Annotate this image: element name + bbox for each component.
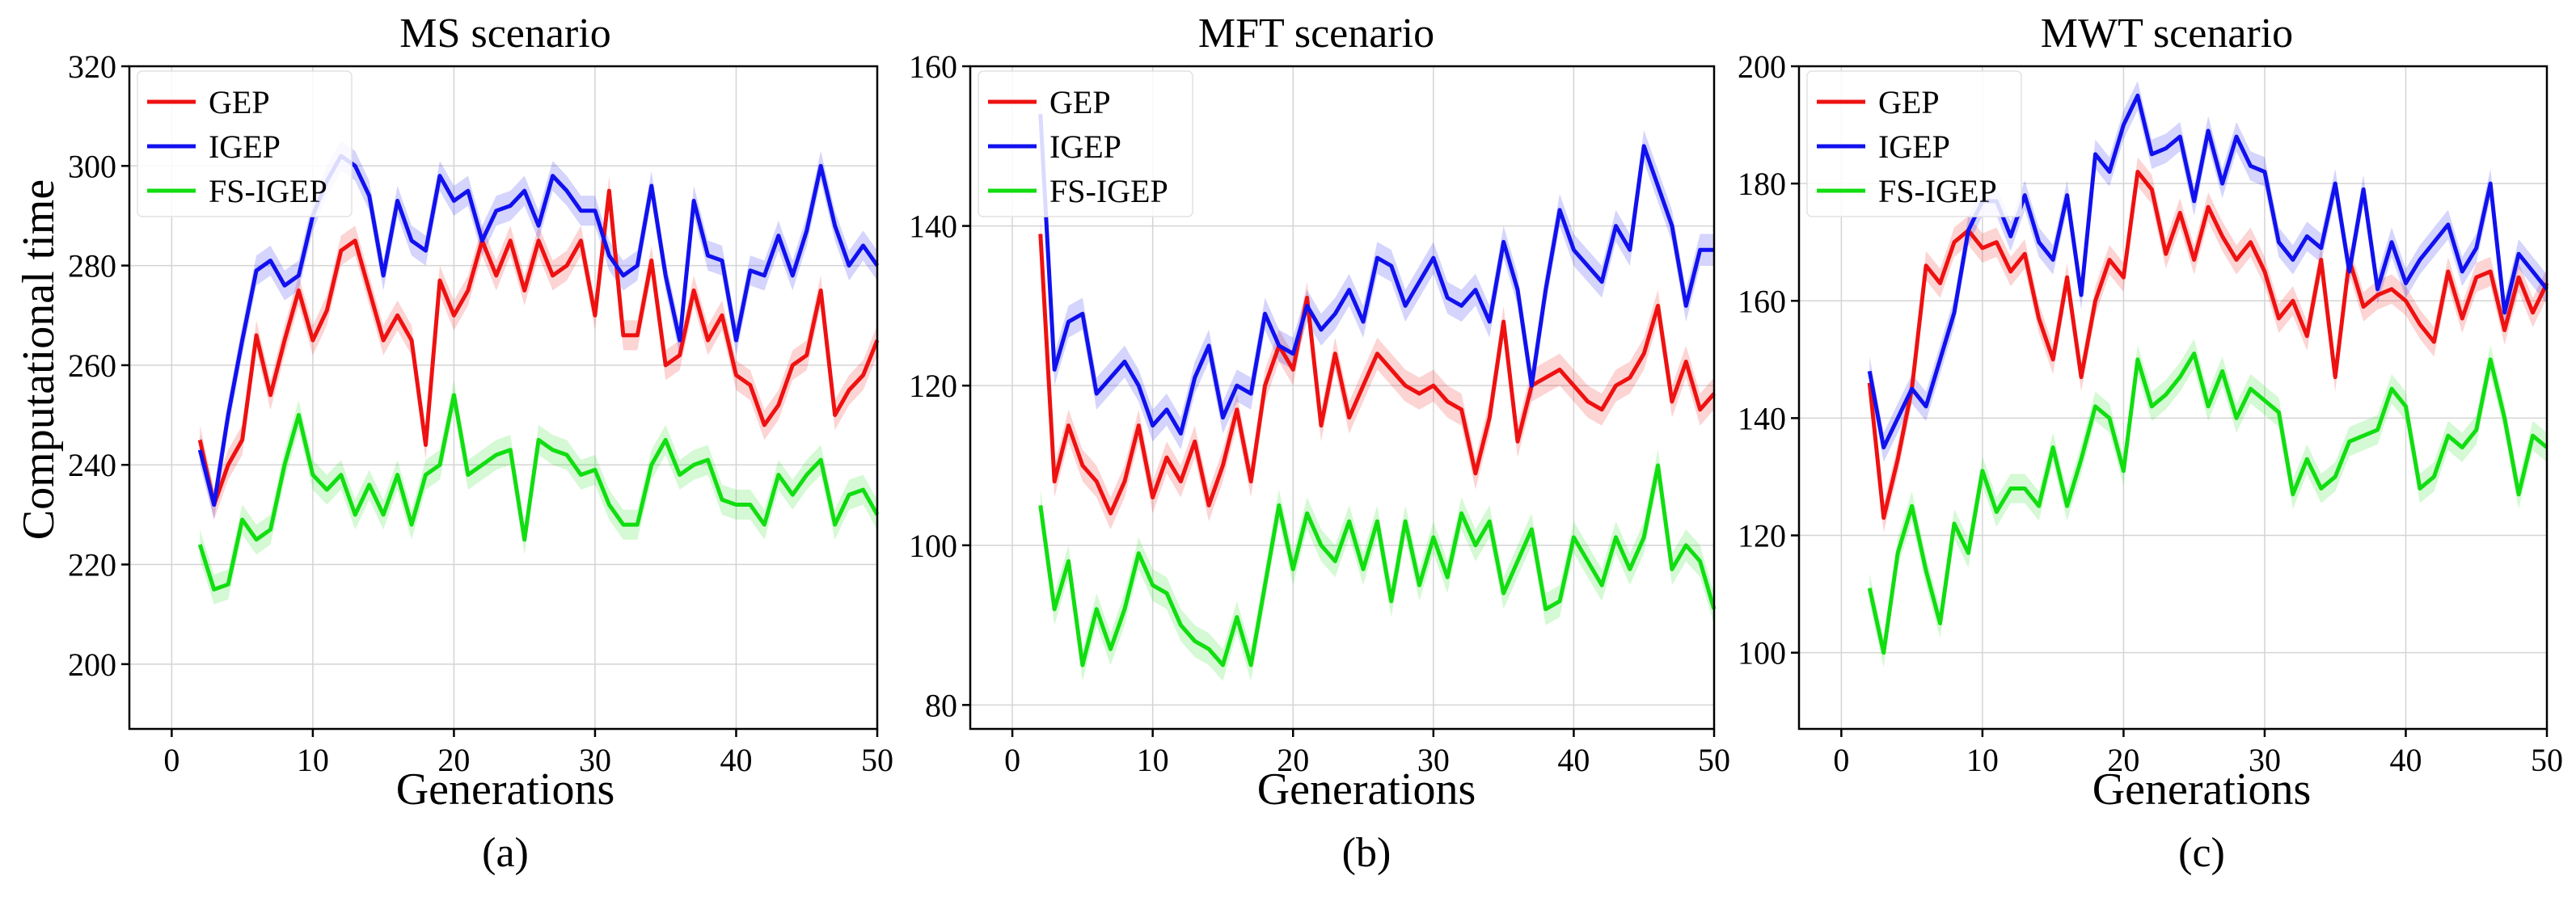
series-band-igep xyxy=(1040,98,1714,450)
chart-title: MWT scenario xyxy=(2041,11,2293,57)
x-axis-label: Generations xyxy=(396,764,615,815)
x-tick-label: 10 xyxy=(1137,742,1169,778)
series-line-gep xyxy=(197,188,880,507)
x-axis-label: Generations xyxy=(1257,764,1476,815)
series-line-gep xyxy=(1867,170,2549,520)
legend-label-igep: IGEP xyxy=(1878,128,1950,165)
y-tick-label: 100 xyxy=(1738,635,1786,672)
x-tick-label: 40 xyxy=(720,742,752,778)
panel-caption: (c) xyxy=(2178,830,2225,876)
series-line-fs-igep xyxy=(1038,463,1717,667)
legend-box xyxy=(137,70,353,217)
legend-label-igep: IGEP xyxy=(209,128,281,165)
x-tick-label: 10 xyxy=(297,742,329,778)
chart-title: MS scenario xyxy=(399,11,610,57)
panel-caption: (b) xyxy=(1342,830,1391,876)
series-line-fs-igep xyxy=(1867,352,2549,655)
chart-title: MFT scenario xyxy=(1198,11,1434,57)
legend-label-fs-igep: FS-IGEP xyxy=(209,173,327,209)
y-tick-label: 160 xyxy=(909,48,957,85)
x-tick-label: 10 xyxy=(1966,742,1999,778)
y-tick-label: 260 xyxy=(68,347,116,384)
y-tick-label: 200 xyxy=(1738,48,1786,85)
x-tick-label: 40 xyxy=(2389,742,2422,778)
series-band-fs-igep xyxy=(1040,449,1714,681)
panel-caption: (a) xyxy=(482,830,529,876)
y-tick-label: 160 xyxy=(1738,283,1786,319)
y-tick-label: 300 xyxy=(68,148,116,184)
x-tick-label: 0 xyxy=(163,742,179,778)
x-tick-label: 50 xyxy=(1698,742,1730,778)
series-band-fs-igep xyxy=(1869,339,2547,667)
x-tick-label: 20 xyxy=(437,742,470,778)
x-tick-label: 50 xyxy=(861,742,893,778)
plot-frame xyxy=(128,65,879,731)
plot-frame xyxy=(969,65,1716,731)
series-line-gep xyxy=(1038,234,1716,516)
series-band-igep xyxy=(200,141,877,520)
y-tick-label: 140 xyxy=(1738,400,1786,436)
x-tick-label: 30 xyxy=(1417,742,1450,778)
series-band-gep xyxy=(1040,217,1714,530)
legend-box xyxy=(1806,70,2022,217)
x-tick-label: 0 xyxy=(1833,742,1849,778)
legend-label-gep: GEP xyxy=(1878,84,1940,120)
y-tick-label: 220 xyxy=(68,547,116,583)
legend: GEP IGEP FS-IGEP xyxy=(137,70,353,217)
legend-label-gep: GEP xyxy=(1049,84,1111,120)
chart-panel-ms: MS scenario Generations (a) 0 10 20 30 40 50 2… xyxy=(68,11,893,876)
y-tick-label: 320 xyxy=(68,48,116,85)
series-band-fs-igep xyxy=(200,380,877,604)
y-tick-label: 120 xyxy=(1738,518,1786,554)
y-tick-label: 100 xyxy=(909,528,957,564)
plot-frame xyxy=(1797,65,2549,731)
x-tick-label: 30 xyxy=(579,742,611,778)
x-tick-label: 0 xyxy=(1004,742,1020,778)
legend: GEP IGEP FS-IGEP xyxy=(978,70,1193,217)
legend: GEP IGEP FS-IGEP xyxy=(1806,70,2022,217)
x-tick-label: 40 xyxy=(1557,742,1590,778)
legend-label-igep: IGEP xyxy=(1049,128,1121,165)
y-axis-label: Computational time xyxy=(14,179,64,540)
series-line-fs-igep xyxy=(197,393,880,592)
chart-panel-mft: MFT scenario Generations (b) 0 10 20 30 40 50… xyxy=(909,11,1730,876)
y-tick-label: 180 xyxy=(1738,166,1786,202)
y-tick-label: 80 xyxy=(925,687,957,723)
series-line-igep xyxy=(1038,114,1714,436)
x-axis-label: Generations xyxy=(2092,764,2312,815)
chart-panel-mwt: MWT scenario Generations (c) 0 10 20 30 40 50… xyxy=(1738,11,2563,876)
legend-label-fs-igep: FS-IGEP xyxy=(1049,173,1168,209)
legend-label-gep: GEP xyxy=(209,84,270,120)
legend-label-fs-igep: FS-IGEP xyxy=(1878,173,1997,209)
x-tick-label: 30 xyxy=(2249,742,2281,778)
y-tick-label: 140 xyxy=(909,208,957,245)
legend-box xyxy=(978,70,1193,217)
x-tick-label: 20 xyxy=(2107,742,2139,778)
x-tick-label: 20 xyxy=(1277,742,1309,778)
y-tick-label: 240 xyxy=(68,447,116,483)
x-tick-label: 50 xyxy=(2531,742,2563,778)
y-tick-label: 200 xyxy=(68,646,116,683)
y-tick-label: 280 xyxy=(68,248,116,284)
y-tick-label: 120 xyxy=(909,368,957,404)
